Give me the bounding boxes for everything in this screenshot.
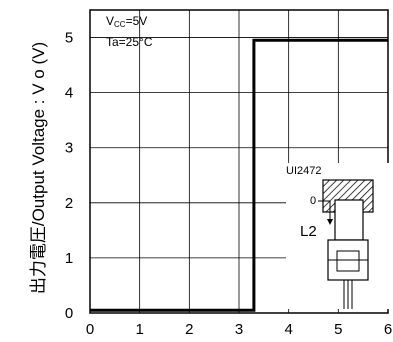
output-voltage-line xyxy=(90,38,388,312)
l2-label: L2 xyxy=(300,223,317,240)
x-tick-label: 2 xyxy=(185,321,193,338)
zero-mark: 0 xyxy=(310,195,316,207)
x-tick-label: 0 xyxy=(86,321,94,338)
sensor-die-icon xyxy=(336,250,360,272)
ta-condition: Ta=25°C xyxy=(106,35,153,49)
sensor-inset: UI2472 0 L2 xyxy=(286,163,389,309)
l2-arrow-head xyxy=(327,219,333,225)
y-tick-label: 0 xyxy=(65,305,73,322)
y-axis-label: 出力電圧/Output Voltage : V o (V) xyxy=(29,42,48,294)
inset-part-label: UI2472 xyxy=(286,165,321,177)
x-tick-label: 1 xyxy=(135,321,143,338)
y-tick-label: 1 xyxy=(65,250,73,267)
x-tick-label: 5 xyxy=(334,321,342,338)
vcc-condition: VCC=5V xyxy=(106,14,147,29)
y-tick-label: 2 xyxy=(65,195,73,212)
y-tick-label: 4 xyxy=(65,85,73,102)
y-axis-ticks: 0 1 2 3 4 5 xyxy=(65,30,73,322)
x-tick-label: 3 xyxy=(235,321,243,338)
plot-frame xyxy=(89,9,389,314)
x-tick-label: 6 xyxy=(384,321,392,338)
y-tick-label: 3 xyxy=(65,140,73,157)
y-tick-label: 5 xyxy=(65,30,73,47)
x-axis-ticks: 0 1 2 3 4 5 6 xyxy=(86,321,392,338)
series-group xyxy=(90,38,388,312)
sensor-body-icon xyxy=(334,199,364,241)
x-tick-label: 4 xyxy=(284,321,292,338)
